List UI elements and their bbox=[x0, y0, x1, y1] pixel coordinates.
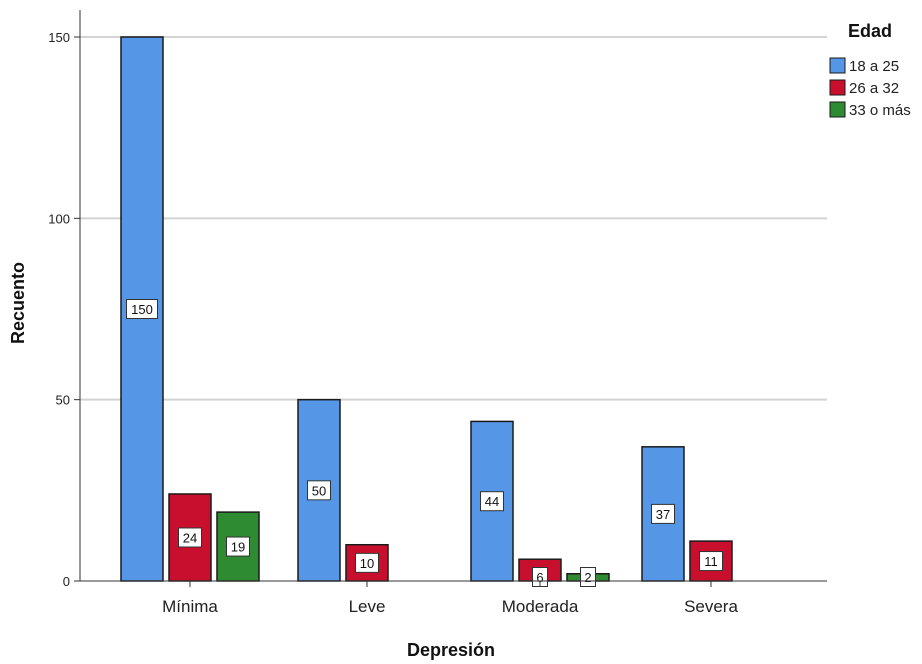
data-label-box bbox=[307, 480, 331, 501]
legend: Edad 18 a 25 26 a 32 33 o más bbox=[829, 21, 911, 119]
data-label-box bbox=[178, 527, 202, 548]
y-axis-title: Recuento bbox=[8, 262, 28, 344]
x-tick-label: Mínima bbox=[162, 597, 218, 616]
y-tick-label: 100 bbox=[48, 211, 70, 226]
bars bbox=[120, 36, 733, 582]
data-label: 150 bbox=[131, 302, 153, 317]
data-label-box bbox=[480, 491, 504, 512]
legend-label: 33 o más bbox=[849, 102, 911, 119]
x-tick-label: Moderada bbox=[502, 597, 579, 616]
x-axis-title: Depresión bbox=[407, 640, 495, 660]
y-tick-label: 50 bbox=[56, 393, 70, 408]
data-label: 44 bbox=[485, 494, 499, 509]
data-label-box bbox=[226, 536, 250, 557]
data-label-box bbox=[699, 551, 723, 572]
data-label-box bbox=[651, 503, 675, 524]
data-label: 10 bbox=[360, 556, 374, 571]
x-tick-label: Severa bbox=[684, 597, 738, 616]
legend-swatch bbox=[829, 57, 846, 74]
axes: 0 50 100 150 Mínima Leve Moderada Severa bbox=[48, 10, 827, 616]
legend-title: Edad bbox=[848, 21, 892, 41]
legend-swatch bbox=[829, 79, 846, 96]
data-label: 19 bbox=[231, 540, 245, 555]
data-label: 24 bbox=[183, 530, 197, 545]
data-label-box bbox=[355, 552, 379, 573]
data-label: 37 bbox=[656, 507, 670, 522]
legend-label: 26 a 32 bbox=[849, 80, 899, 97]
x-tick-label: Leve bbox=[349, 597, 386, 616]
data-label: 2 bbox=[584, 570, 591, 585]
data-label-box bbox=[580, 567, 596, 587]
legend-label: 18 a 25 bbox=[849, 58, 899, 75]
legend-swatch bbox=[829, 101, 846, 118]
gridlines bbox=[80, 36, 827, 401]
data-label-box bbox=[126, 299, 158, 319]
data-labels: 150 50 44 37 24 10 6 11 19 2 bbox=[126, 299, 723, 587]
data-label: 50 bbox=[312, 483, 326, 498]
data-label: 11 bbox=[704, 554, 718, 569]
y-tick-label: 0 bbox=[63, 574, 70, 589]
y-tick-label: 150 bbox=[48, 30, 70, 45]
data-label: 6 bbox=[536, 570, 543, 585]
